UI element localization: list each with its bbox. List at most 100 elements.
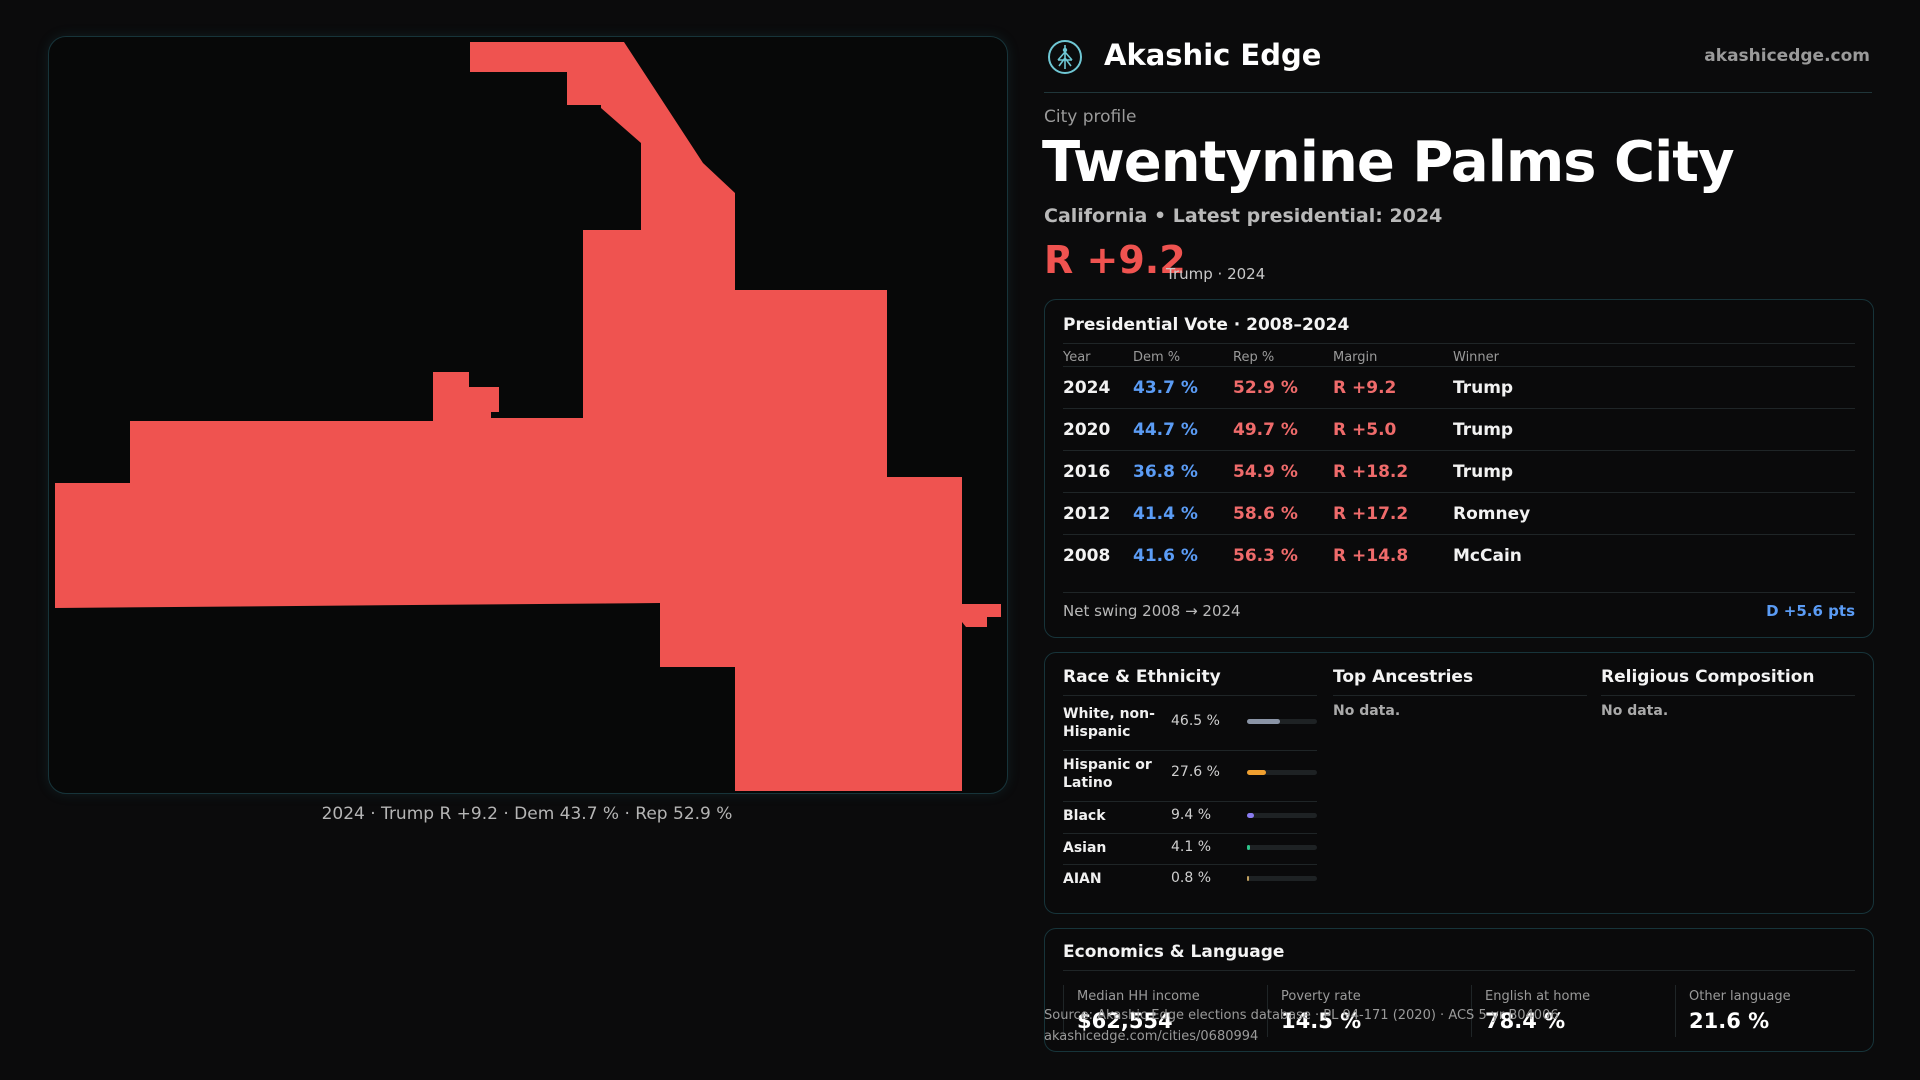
divider xyxy=(1063,492,1855,493)
brand-url[interactable]: akashicedge.com xyxy=(1704,46,1870,66)
race-bar xyxy=(1247,876,1317,881)
col-header-dem: Dem % xyxy=(1133,350,1181,365)
source-link[interactable]: akashicedge.com/cities/0680994 xyxy=(1044,1029,1259,1044)
table-cell-dem-pct: 44.7 % xyxy=(1133,420,1198,440)
table-cell-winner: Romney xyxy=(1453,504,1531,524)
race-label: AIAN xyxy=(1063,871,1102,887)
race-value: 9.4 % xyxy=(1171,807,1212,823)
net-swing-label: Net swing 2008 → 2024 xyxy=(1063,602,1241,620)
col-header-winner: Winner xyxy=(1453,350,1500,365)
race-bar-fill xyxy=(1247,813,1254,818)
table-cell-year: 2020 xyxy=(1063,420,1111,440)
net-swing-value: D +5.6 pts xyxy=(1766,602,1855,620)
ancestries-empty: No data. xyxy=(1333,703,1401,719)
table-cell-winner: McCain xyxy=(1453,546,1522,566)
race-value: 27.6 % xyxy=(1171,764,1220,780)
city-boundary-shape[interactable] xyxy=(55,42,1001,791)
divider xyxy=(1333,695,1587,696)
race-bar xyxy=(1247,770,1317,775)
table-cell-dem-pct: 41.6 % xyxy=(1133,546,1198,566)
divider xyxy=(1063,343,1855,344)
divider xyxy=(1063,408,1855,409)
econ-value-other-language: 21.6 % xyxy=(1689,1009,1770,1033)
divider xyxy=(1267,985,1268,1037)
divider xyxy=(1063,534,1855,535)
brand-name[interactable]: Akashic Edge xyxy=(1104,38,1322,72)
race-label: White, non-Hispanic xyxy=(1063,706,1155,740)
race-bar xyxy=(1247,845,1317,850)
race-bar-fill xyxy=(1247,719,1280,724)
table-cell-year: 2008 xyxy=(1063,546,1111,566)
table-cell-rep-pct: 56.3 % xyxy=(1233,546,1298,566)
econ-label-other-language: Other language xyxy=(1689,989,1791,1004)
divider xyxy=(1063,750,1317,751)
col-header-margin: Margin xyxy=(1333,350,1378,365)
table-cell-winner: Trump xyxy=(1453,420,1514,440)
table-cell-winner: Trump xyxy=(1453,378,1514,398)
race-value: 4.1 % xyxy=(1171,839,1212,855)
economics-card: Economics & Language Median HH income $6… xyxy=(1044,928,1874,1052)
divider xyxy=(1063,833,1317,834)
map-panel[interactable] xyxy=(48,36,1008,794)
ancestries-title: Top Ancestries xyxy=(1333,667,1474,687)
divider xyxy=(1063,450,1855,451)
race-label: Hispanic or Latino xyxy=(1063,757,1152,791)
table-cell-year: 2012 xyxy=(1063,504,1111,524)
religion-title: Religious Composition xyxy=(1601,667,1815,687)
divider xyxy=(1063,985,1064,1037)
table-cell-dem-pct: 36.8 % xyxy=(1133,462,1198,482)
divider xyxy=(1063,592,1855,593)
divider xyxy=(1675,985,1676,1037)
divider xyxy=(1471,985,1472,1037)
divider xyxy=(1063,801,1317,802)
tree-of-life-icon xyxy=(1048,40,1082,74)
page-subtitle: California • Latest presidential: 2024 xyxy=(1044,205,1443,227)
latest-margin-note: Trump · 2024 xyxy=(1166,265,1266,283)
race-bar-fill xyxy=(1247,770,1266,775)
demographics-card: Race & Ethnicity Top Ancestries No data.… xyxy=(1044,652,1874,914)
table-cell-dem-pct: 43.7 % xyxy=(1133,378,1198,398)
latest-margin: R +9.2 xyxy=(1044,238,1186,282)
table-cell-year: 2016 xyxy=(1063,462,1111,482)
presidential-vote-card: Presidential Vote · 2008–2024 Year Dem %… xyxy=(1044,299,1874,638)
divider xyxy=(1063,864,1317,865)
table-cell-rep-pct: 54.9 % xyxy=(1233,462,1298,482)
divider xyxy=(1063,695,1317,696)
profile-eyebrow: City profile xyxy=(1044,107,1137,127)
table-cell-dem-pct: 41.4 % xyxy=(1133,504,1198,524)
table-cell-winner: Trump xyxy=(1453,462,1514,482)
col-header-year: Year xyxy=(1063,350,1091,365)
divider xyxy=(1063,970,1855,971)
race-value: 46.5 % xyxy=(1171,713,1220,729)
table-cell-rep-pct: 52.9 % xyxy=(1233,378,1298,398)
col-header-rep: Rep % xyxy=(1233,350,1275,365)
econ-label-income: Median HH income xyxy=(1077,989,1200,1004)
race-bar-fill xyxy=(1247,876,1249,881)
city-boundary-map[interactable] xyxy=(49,37,1007,793)
card-title: Presidential Vote · 2008–2024 xyxy=(1063,315,1350,335)
econ-value-income: $62,554 xyxy=(1077,1009,1173,1033)
race-label: Asian xyxy=(1063,840,1107,856)
religion-empty: No data. xyxy=(1601,703,1669,719)
divider xyxy=(1063,366,1855,367)
econ-value-poverty: 14.5 % xyxy=(1281,1009,1362,1033)
table-cell-year: 2024 xyxy=(1063,378,1111,398)
econ-label-poverty: Poverty rate xyxy=(1281,989,1361,1004)
table-cell-margin: R +9.2 xyxy=(1333,378,1397,398)
header-divider xyxy=(1044,92,1872,93)
table-cell-rep-pct: 49.7 % xyxy=(1233,420,1298,440)
econ-value-english: 78.4 % xyxy=(1485,1009,1566,1033)
race-title: Race & Ethnicity xyxy=(1063,667,1221,687)
race-label: Black xyxy=(1063,808,1106,824)
economics-title: Economics & Language xyxy=(1063,942,1285,962)
map-caption: 2024 · Trump R +9.2 · Dem 43.7 % · Rep 5… xyxy=(321,804,733,824)
table-cell-margin: R +18.2 xyxy=(1333,462,1409,482)
table-cell-margin: R +14.8 xyxy=(1333,546,1409,566)
econ-label-english: English at home xyxy=(1485,989,1591,1004)
page-title: Twentynine Palms City xyxy=(1042,130,1735,195)
table-cell-margin: R +5.0 xyxy=(1333,420,1397,440)
table-cell-margin: R +17.2 xyxy=(1333,504,1409,524)
race-value: 0.8 % xyxy=(1171,870,1212,886)
race-bar xyxy=(1247,719,1317,724)
table-cell-rep-pct: 58.6 % xyxy=(1233,504,1298,524)
